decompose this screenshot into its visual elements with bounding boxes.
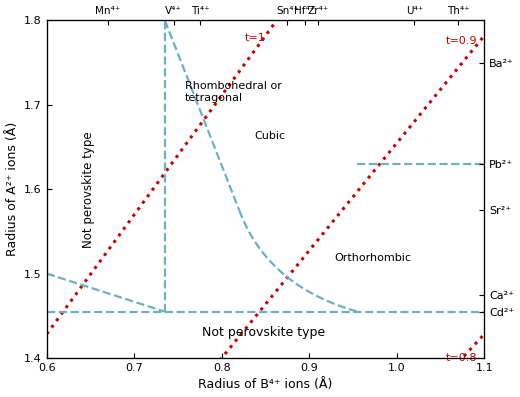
Text: Not perovskite type: Not perovskite type xyxy=(82,131,95,248)
Text: Rhombohedral or
tetragonal: Rhombohedral or tetragonal xyxy=(185,81,282,103)
Text: t=1: t=1 xyxy=(244,33,265,43)
Text: Cubic: Cubic xyxy=(254,131,285,141)
Text: t=0.8: t=0.8 xyxy=(446,353,477,363)
Text: t=0.9: t=0.9 xyxy=(446,36,477,46)
Text: Not perovskite type: Not perovskite type xyxy=(202,326,326,339)
Text: Orthorhombic: Orthorhombic xyxy=(335,254,412,264)
X-axis label: Radius of B⁴⁺ ions (Å): Radius of B⁴⁺ ions (Å) xyxy=(198,378,333,391)
Y-axis label: Radius of A²⁺ ions (Å): Radius of A²⁺ ions (Å) xyxy=(6,122,19,256)
